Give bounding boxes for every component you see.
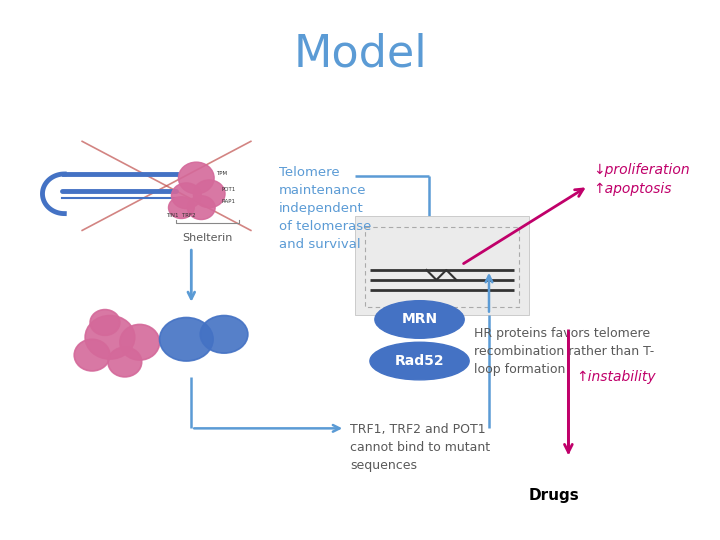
Text: TIN1  TRF2: TIN1 TRF2 (166, 213, 196, 218)
Ellipse shape (160, 318, 213, 361)
Text: RAP1: RAP1 (221, 199, 235, 204)
Ellipse shape (200, 315, 248, 353)
Text: ↑instability: ↑instability (576, 370, 656, 384)
Ellipse shape (171, 183, 201, 208)
Ellipse shape (168, 197, 194, 219)
Text: Shelterin: Shelterin (182, 233, 233, 244)
Ellipse shape (187, 196, 215, 220)
Text: POT1: POT1 (221, 187, 235, 192)
Text: TPM: TPM (216, 172, 228, 177)
Text: HR proteins favors telomere
recombination rather than T-
loop formation: HR proteins favors telomere recombinatio… (474, 327, 654, 376)
Text: MRN: MRN (402, 313, 438, 327)
Ellipse shape (193, 180, 225, 208)
Text: Rad52: Rad52 (395, 354, 444, 368)
Ellipse shape (85, 315, 135, 359)
Ellipse shape (108, 347, 142, 377)
Text: TRF1, TRF2 and POT1
cannot bind to mutant
sequences: TRF1, TRF2 and POT1 cannot bind to mutan… (350, 423, 490, 472)
Text: Telomere
maintenance
independent
of telomerase
and survival: Telomere maintenance independent of telo… (279, 166, 371, 251)
Text: ↓proliferation
↑apoptosis: ↓proliferation ↑apoptosis (593, 163, 690, 195)
Ellipse shape (90, 309, 120, 335)
Ellipse shape (120, 325, 160, 360)
Text: Drugs: Drugs (528, 488, 580, 503)
Ellipse shape (74, 339, 110, 371)
Ellipse shape (375, 301, 464, 338)
Ellipse shape (370, 342, 469, 380)
Ellipse shape (179, 162, 214, 194)
FancyBboxPatch shape (355, 215, 528, 314)
Text: Model: Model (293, 32, 427, 76)
